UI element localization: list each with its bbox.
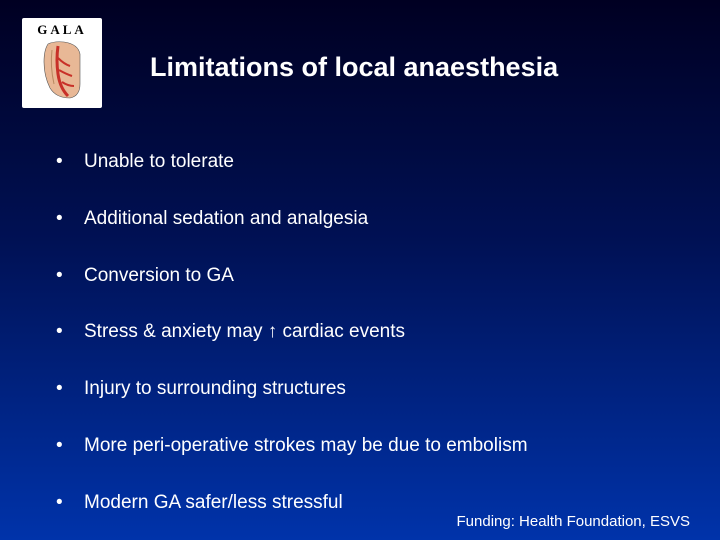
list-item: Unable to tolerate: [50, 150, 670, 174]
logo-text: GALA: [37, 22, 87, 38]
list-item: Stress & anxiety may ↑ cardiac events: [50, 320, 670, 344]
list-item: Modern GA safer/less stressful: [50, 491, 670, 515]
slide: GALA Limitations of local anaesthesia Un…: [0, 0, 720, 540]
list-item: Injury to surrounding structures: [50, 377, 670, 401]
list-item: Conversion to GA: [50, 264, 670, 288]
list-item: More peri-operative strokes may be due t…: [50, 434, 670, 458]
bullet-list: Unable to tolerate Additional sedation a…: [50, 150, 670, 540]
funding-footer: Funding: Health Foundation, ESVS: [457, 513, 690, 530]
neck-anatomy-icon: [38, 40, 86, 100]
list-item: Additional sedation and analgesia: [50, 207, 670, 231]
slide-title: Limitations of local anaesthesia: [150, 52, 680, 83]
gala-logo: GALA: [22, 18, 102, 108]
